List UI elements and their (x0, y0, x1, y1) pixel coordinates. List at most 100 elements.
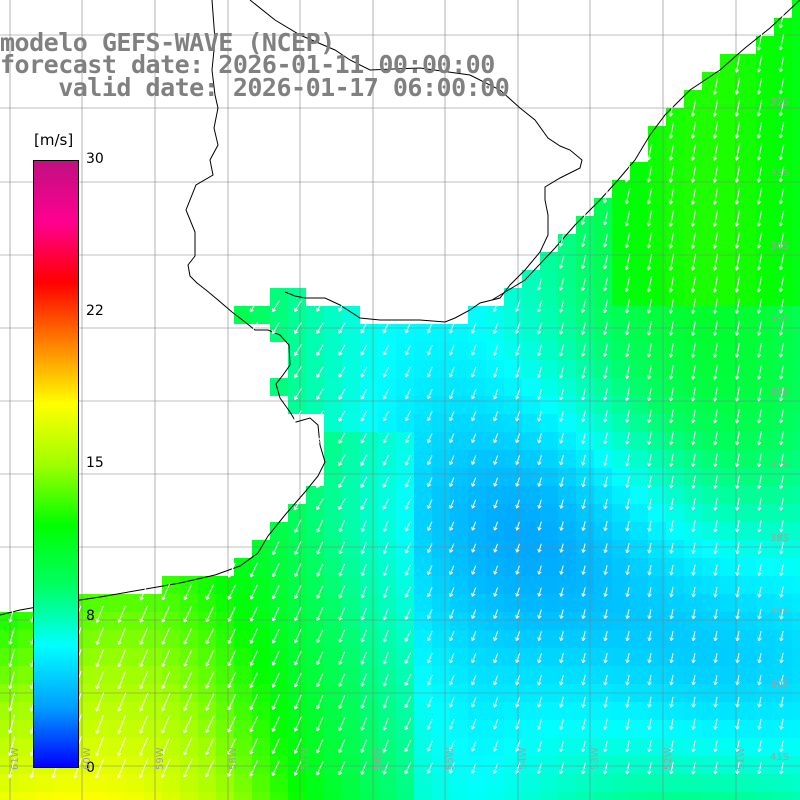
wind-cell (522, 792, 540, 800)
wind-arrow-head (582, 440, 586, 444)
wind-cell (576, 378, 594, 396)
wind-cell (450, 504, 468, 522)
wind-arrow-head (339, 617, 343, 621)
wind-arrow-head (250, 309, 254, 313)
wind-cell (126, 738, 144, 756)
wind-cell (774, 648, 792, 666)
wind-arrow-head (294, 353, 298, 356)
wind-arrow (648, 631, 652, 641)
wind-arrow-head (692, 659, 696, 664)
wind-cell (720, 306, 738, 324)
wind-arrow-head (736, 485, 740, 489)
wind-arrow-head (338, 309, 343, 312)
wind-arrow-head (757, 484, 760, 489)
wind-cell (666, 216, 684, 234)
wind-cell (648, 504, 666, 522)
wind-arrow-head (361, 396, 365, 400)
wind-arrow-head (361, 661, 365, 665)
wind-arrow (361, 717, 367, 731)
wind-arrow-head (714, 376, 718, 380)
wind-arrow-head (560, 375, 564, 379)
wind-arrow-head (581, 527, 584, 531)
wind-cell (630, 198, 648, 216)
wind-arrow-head (470, 351, 473, 356)
wind-arrow-head (494, 461, 498, 465)
wind-cell (144, 738, 162, 756)
wind-arrow-head (669, 748, 672, 752)
wind-arrow-head (582, 549, 586, 553)
wind-arrow (427, 587, 433, 597)
wind-arrow (96, 605, 104, 623)
wind-arrow-head (272, 751, 276, 755)
wind-cell (792, 486, 800, 504)
wind-arrow (670, 653, 674, 663)
wind-cell (702, 792, 720, 800)
wind-arrow-head (580, 330, 583, 335)
coastline (0, 0, 800, 616)
wind-arrow (427, 696, 433, 708)
wind-cell (738, 72, 756, 90)
wind-arrow-head (580, 374, 583, 379)
wind-arrow-head (537, 725, 539, 730)
wind-arrow (626, 409, 630, 423)
wind-arrow (118, 627, 126, 645)
wind-cell (774, 504, 792, 522)
wind-cell (432, 738, 450, 756)
wind-cell (162, 756, 180, 774)
wind-arrow-head (734, 419, 738, 424)
wind-cell (612, 360, 630, 378)
wind-arrow-head (515, 352, 520, 356)
wind-arrow (692, 475, 696, 489)
wind-cell (486, 342, 504, 360)
wind-arrow (228, 606, 236, 622)
wind-cell (792, 306, 800, 324)
wind-arrow-head (668, 397, 672, 402)
wind-arrow-head (471, 726, 476, 730)
wind-cell (648, 288, 666, 306)
wind-arrow (360, 498, 368, 510)
wind-arrow-head (756, 309, 759, 314)
wind-arrow-head (339, 551, 343, 555)
wind-cell (666, 630, 684, 648)
wind-arrow-head (95, 752, 97, 756)
wind-cell (342, 738, 360, 756)
wind-cell (612, 720, 630, 738)
wind-arrow-head (670, 550, 674, 554)
wind-arrow (537, 344, 543, 356)
wind-cell (702, 450, 720, 468)
wind-arrow-head (736, 659, 740, 664)
wind-arrow (670, 409, 674, 423)
wind-arrow-head (360, 485, 365, 488)
wind-cell (540, 378, 558, 396)
longitude-label: 56W (373, 747, 384, 770)
wind-cell (234, 774, 252, 792)
wind-arrow (316, 366, 324, 378)
wind-cell (558, 324, 576, 342)
wind-cell (792, 432, 800, 450)
wind-arrow-head (449, 418, 454, 422)
wind-cell (270, 756, 288, 774)
wind-cell (792, 0, 800, 18)
wind-cell (504, 288, 522, 306)
wind-arrow-head (515, 395, 517, 400)
wind-cell (324, 774, 342, 792)
wind-cell (756, 396, 774, 414)
wind-arrow (692, 718, 696, 730)
wind-cell (666, 468, 684, 486)
wind-cell (576, 648, 594, 666)
wind-arrow-head (316, 684, 321, 688)
wind-arrow-head (30, 663, 32, 667)
wind-cell (198, 774, 216, 792)
wind-cell (414, 630, 432, 648)
wind-cell (648, 792, 666, 800)
wind-cell (414, 324, 432, 342)
wind-arrow-head (514, 308, 517, 312)
wind-cell (504, 576, 522, 594)
wind-cell (756, 648, 774, 666)
wind-arrow-head (692, 704, 696, 708)
wind-arrow-head (383, 418, 387, 422)
wind-cell (342, 414, 360, 432)
wind-cell (558, 342, 576, 360)
wind-arrow-head (604, 287, 608, 292)
wind-cell (378, 504, 396, 522)
